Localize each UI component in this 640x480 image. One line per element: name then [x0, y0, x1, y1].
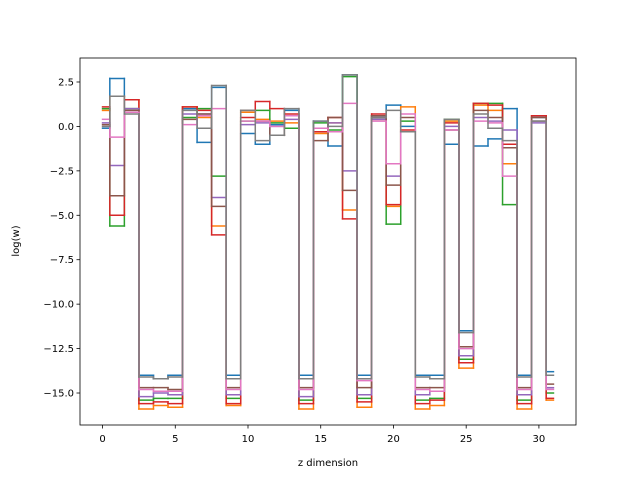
y-tick-label: −7.5: [50, 255, 74, 266]
x-tick-label: 5: [172, 434, 178, 445]
x-tick-label: 15: [314, 434, 327, 445]
x-axis-label: z dimension: [298, 458, 358, 469]
plot-frame: [79, 57, 577, 426]
x-tick-label: 20: [387, 434, 400, 445]
x-tick-label: 25: [460, 434, 473, 445]
y-tick-label: 0.0: [58, 122, 74, 133]
x-tick-label: 30: [533, 434, 546, 445]
y-tick-label: −15.0: [43, 389, 74, 400]
y-tick-label: −12.5: [43, 344, 74, 355]
y-axis-label: log(w): [11, 225, 22, 256]
x-tick-label: 0: [99, 434, 105, 445]
y-tick-label: −5.0: [50, 211, 74, 222]
y-tick-label: −10.0: [43, 300, 74, 311]
x-tick-label: 10: [242, 434, 255, 445]
y-tick-label: 2.5: [58, 77, 74, 88]
y-tick-label: −2.5: [50, 166, 74, 177]
